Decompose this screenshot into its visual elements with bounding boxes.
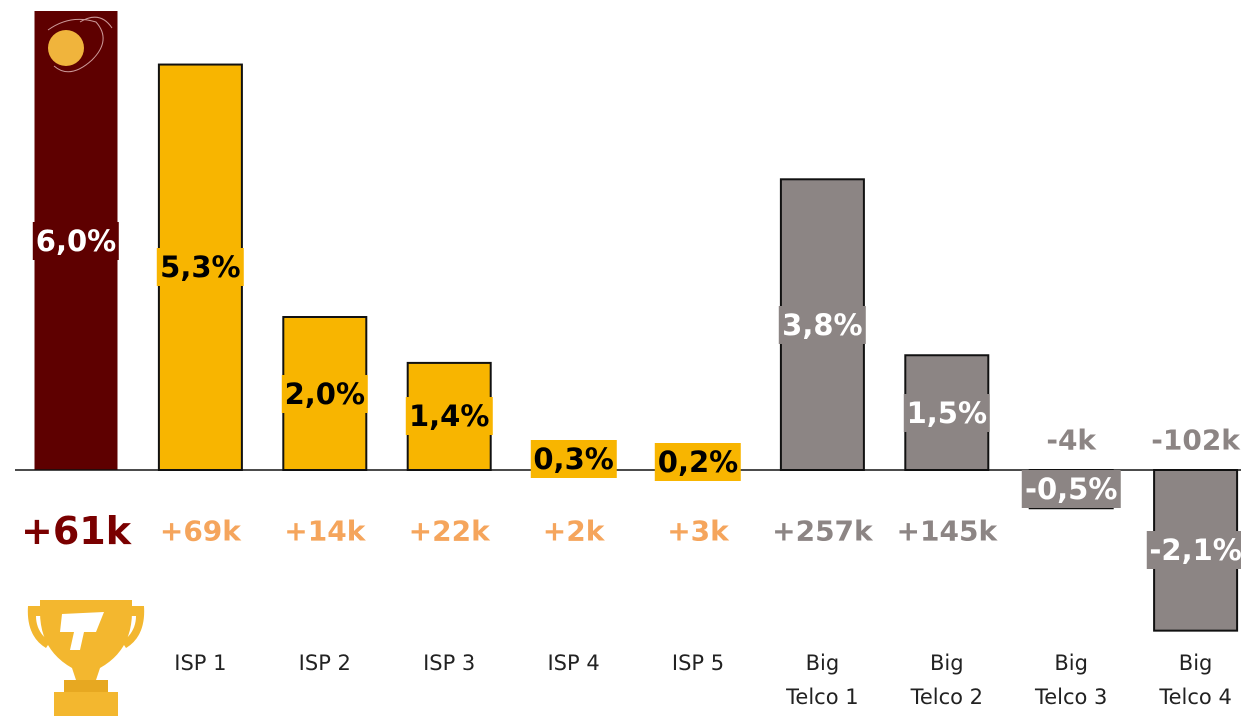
x-tick-label: Big Telco 4 [1159, 651, 1232, 709]
decor-dot [48, 30, 84, 66]
x-tick-label: ISP 1 [174, 651, 227, 675]
change-label: -4k [1046, 423, 1097, 457]
value-label: 5,3% [157, 248, 244, 287]
value-label: 0,2% [654, 443, 742, 482]
x-tick-label: ISP 2 [298, 651, 351, 675]
change-label: +14k [284, 514, 366, 548]
change-label: +145k [896, 514, 998, 548]
value-label: 2,0% [281, 374, 369, 413]
x-tick-label: ISP 3 [423, 651, 476, 675]
x-tick-label: Big Telco 3 [1034, 651, 1108, 709]
x-tick-label: Big Telco 1 [786, 651, 859, 709]
x-tick-label: ISP 5 [671, 651, 725, 675]
change-label: +2k [542, 514, 605, 548]
change-label: +69k [159, 514, 241, 548]
value-label: -2,1% [1146, 531, 1241, 570]
x-tick-label: Big Telco 2 [910, 651, 984, 709]
value-label: 1,5% [903, 393, 991, 432]
value-label: 6,0% [32, 221, 120, 260]
change-label: +61k [21, 509, 131, 553]
trophy-icon [27, 600, 145, 716]
value-label: 1,4% [405, 397, 493, 436]
value-label: 3,8% [779, 305, 866, 344]
change-label: +3k [667, 514, 729, 548]
value-label: -0,5% [1021, 470, 1121, 509]
x-tick-label: ISP 4 [547, 651, 600, 675]
value-label: 0,3% [530, 439, 617, 478]
change-label: +257k [772, 514, 873, 548]
change-label: +22k [408, 514, 490, 548]
decor-lines [47, 16, 113, 73]
change-label: -102k [1151, 423, 1240, 457]
